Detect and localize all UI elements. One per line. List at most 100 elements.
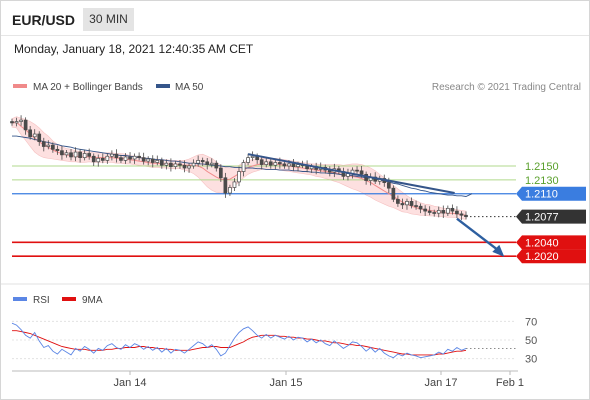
candle xyxy=(450,204,455,215)
candle-body xyxy=(414,205,418,207)
candle xyxy=(223,172,228,198)
candle-body xyxy=(400,203,405,206)
candle-body xyxy=(464,214,468,217)
candle xyxy=(459,211,464,221)
support-tag-1-label: 1.2040 xyxy=(525,237,559,249)
candle xyxy=(241,159,246,177)
candle xyxy=(150,155,155,168)
candle xyxy=(137,152,141,161)
candle-body xyxy=(396,198,400,204)
candle xyxy=(273,158,278,170)
candle xyxy=(23,117,28,135)
candle xyxy=(441,205,446,219)
price-tags-layer: 1.2150 1.2130 1.2110 1.2077 1.2040 1.2020 xyxy=(516,161,586,264)
candle-body xyxy=(119,157,123,161)
candle xyxy=(14,117,19,127)
last-price-tag: 1.2077 xyxy=(516,209,586,224)
candle xyxy=(187,163,191,173)
candle xyxy=(96,154,101,167)
candle-body xyxy=(359,170,364,175)
candle-body xyxy=(391,187,396,200)
candle xyxy=(159,157,164,169)
candle xyxy=(141,152,146,165)
support-tag-2: 1.2020 xyxy=(516,249,586,264)
candle xyxy=(114,149,119,163)
chart-header: EUR/USD 30 MIN xyxy=(1,1,589,36)
candle-body xyxy=(51,144,55,150)
support-tag-2-bg xyxy=(516,249,586,264)
candle xyxy=(259,155,264,170)
candle-body xyxy=(28,129,33,138)
candle-body xyxy=(355,169,359,172)
candle-body xyxy=(32,133,37,138)
candle xyxy=(414,200,418,210)
candle-body xyxy=(37,133,42,143)
candle-body xyxy=(105,155,110,161)
ma50-legend-swatch xyxy=(156,84,170,88)
candle-body xyxy=(155,160,160,163)
candle xyxy=(391,185,396,203)
candle xyxy=(173,161,178,170)
rsi-legend: RSI 9MA xyxy=(13,295,103,306)
candle xyxy=(119,154,123,164)
rsi-ma-legend-label: 9MA xyxy=(82,295,103,306)
candle-body xyxy=(82,153,87,158)
candle-body xyxy=(64,152,69,156)
candle-body xyxy=(123,156,128,161)
candle xyxy=(64,149,69,158)
candle-body xyxy=(128,156,132,160)
rsi-ma-legend-swatch xyxy=(62,297,76,301)
candle-body xyxy=(423,208,427,212)
rsi-legend-label: RSI xyxy=(33,295,50,306)
candle-body xyxy=(69,152,73,158)
datetime-label: Monday, January 18, 2021 12:40:35 AM CET xyxy=(14,42,254,56)
candle xyxy=(87,148,92,160)
candle xyxy=(214,160,219,172)
rsi-line xyxy=(11,322,467,359)
candle-body xyxy=(278,162,282,165)
candle-body xyxy=(23,119,28,131)
candle-body xyxy=(110,153,114,157)
candle-body xyxy=(91,155,96,163)
candle-body xyxy=(141,157,146,162)
candle-body xyxy=(455,210,459,215)
candle xyxy=(396,195,400,207)
candle-body xyxy=(41,141,46,147)
candle xyxy=(268,159,273,169)
rsi-tick-label: 50 xyxy=(525,335,537,347)
candle-body xyxy=(228,187,232,194)
candle-body xyxy=(196,160,200,164)
candle-body xyxy=(264,161,269,165)
candle xyxy=(155,155,160,166)
candle xyxy=(232,178,237,191)
timeframe-button[interactable]: 30 MIN xyxy=(83,8,134,31)
candle-body xyxy=(87,153,92,157)
rsi-legend-swatch xyxy=(13,297,27,301)
x-tick-label: Jan 17 xyxy=(424,377,457,389)
candle-body xyxy=(114,153,119,158)
support-tag-1-bg xyxy=(516,235,586,250)
resistance-tag-1: 1.2150 xyxy=(525,161,559,173)
candle xyxy=(146,156,151,166)
pivot-tag-bg xyxy=(516,186,586,201)
ma20-legend-label: MA 20 + Bollinger Bands xyxy=(33,82,143,93)
candle xyxy=(128,152,132,164)
candle-body xyxy=(237,171,241,183)
candle xyxy=(432,209,437,217)
candle-body xyxy=(405,201,409,206)
candle xyxy=(37,131,42,146)
candle xyxy=(291,159,296,171)
forecast-arrow-shaft xyxy=(456,217,498,250)
x-tick-label: Jan 14 xyxy=(113,377,146,389)
candle-body xyxy=(100,157,105,161)
candle-body xyxy=(55,148,60,152)
candle xyxy=(209,158,214,168)
candle-body xyxy=(73,151,78,158)
candle xyxy=(264,156,269,168)
candle xyxy=(51,142,55,153)
candle xyxy=(28,126,33,140)
trendline xyxy=(247,153,455,195)
support-tag-1: 1.2040 xyxy=(516,235,586,250)
candle xyxy=(78,149,82,163)
candle-body xyxy=(150,158,155,163)
